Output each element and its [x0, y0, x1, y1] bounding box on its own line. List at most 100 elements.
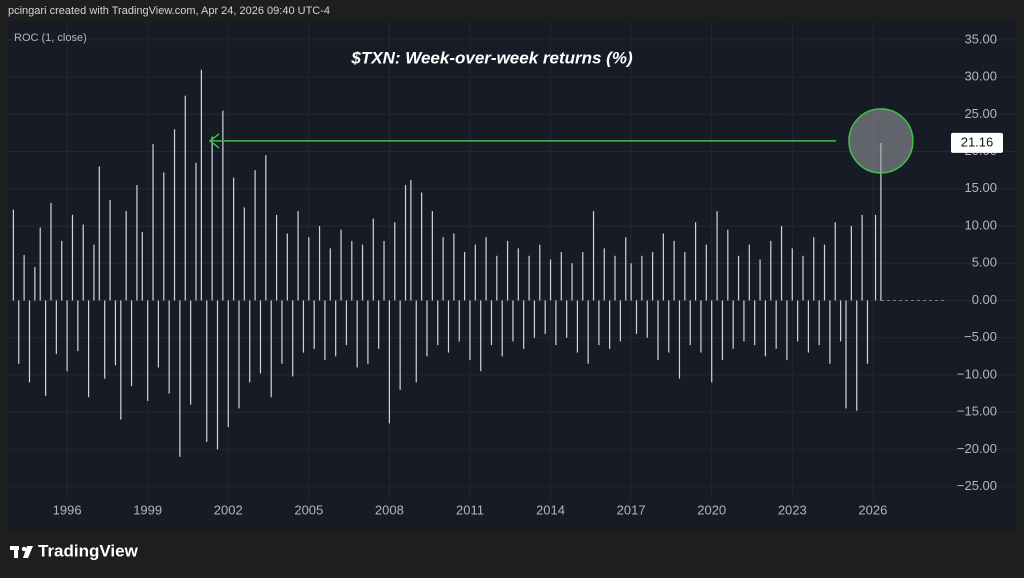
bar [431, 211, 433, 301]
bar [163, 172, 165, 301]
x-tick-label: 2017 [617, 502, 646, 517]
bar [61, 240, 63, 301]
header: pcingari created with TradingView.com, A… [8, 5, 330, 17]
bar [351, 240, 353, 301]
bar [850, 226, 852, 301]
bar [383, 240, 385, 301]
y-tick-label: 25.00 [964, 106, 997, 121]
bar [190, 300, 192, 405]
bar [861, 214, 863, 301]
bar [732, 300, 734, 349]
bar [662, 233, 664, 301]
bar [292, 300, 294, 377]
bar [147, 300, 149, 401]
bar [813, 237, 815, 301]
bar [743, 300, 745, 342]
bar [66, 300, 68, 372]
bar [625, 237, 627, 301]
bar [447, 300, 450, 353]
bar [286, 233, 288, 301]
y-tick-label: 10.00 [964, 217, 997, 232]
bar [641, 255, 643, 301]
bar [120, 300, 122, 420]
bar [555, 300, 557, 346]
bar [378, 300, 380, 349]
bar [367, 300, 369, 364]
bar [566, 300, 568, 338]
bar [517, 248, 519, 301]
bar [168, 300, 170, 394]
bar [711, 300, 713, 383]
bar [673, 240, 675, 301]
bar [807, 300, 809, 353]
bar [259, 300, 262, 374]
last-value-label: 21.16 [961, 134, 994, 149]
bar [195, 162, 197, 301]
x-tick-label: 2011 [456, 502, 484, 517]
brand: TradingView [38, 541, 139, 560]
bar [528, 255, 530, 301]
bar [549, 259, 552, 301]
bar [399, 300, 401, 390]
bar [560, 252, 562, 301]
y-tick-label: 0.00 [972, 292, 997, 307]
bar [829, 300, 831, 364]
y-tick-label: 5.00 [972, 255, 997, 270]
bar [136, 185, 138, 301]
bar [834, 222, 836, 301]
bar [533, 300, 536, 338]
bar [678, 300, 681, 379]
bar [874, 214, 877, 301]
bar [184, 95, 186, 301]
brand-logo [10, 546, 33, 558]
bar [614, 255, 616, 301]
bar [77, 300, 79, 352]
bar [206, 300, 208, 442]
bar [308, 237, 310, 301]
bar [249, 300, 251, 383]
bar [458, 300, 460, 342]
x-tick-label: 1996 [53, 502, 82, 517]
y-tick-label: −20.00 [957, 441, 997, 456]
bar [592, 211, 595, 301]
bar [652, 252, 654, 301]
bar [646, 300, 648, 338]
bar [598, 300, 600, 346]
bar [23, 255, 25, 301]
bar [421, 192, 423, 301]
bar [539, 244, 541, 301]
plot-panel [8, 22, 1016, 530]
bar [426, 300, 428, 357]
y-tick-label: −10.00 [957, 366, 997, 381]
bar [737, 255, 740, 301]
bar [297, 211, 299, 301]
bar [748, 244, 750, 301]
bar [39, 227, 41, 301]
bar [609, 300, 611, 349]
bar [152, 144, 154, 301]
bar [93, 244, 95, 301]
bar [34, 266, 36, 301]
bar [791, 248, 793, 301]
bar [603, 248, 605, 301]
bar [404, 185, 407, 301]
bar [200, 69, 202, 301]
bar [211, 136, 213, 301]
x-tick-label: 2008 [375, 502, 404, 517]
x-tick-label: 2002 [214, 502, 243, 517]
bar [243, 207, 245, 301]
bar [281, 300, 283, 364]
bar [453, 233, 455, 301]
bar [764, 300, 767, 357]
bar [179, 300, 181, 457]
bar [802, 255, 804, 301]
bar [254, 170, 256, 301]
bar [313, 300, 315, 349]
bar [442, 237, 444, 301]
chart-title: $TXN: Week-over-week returns (%) [350, 48, 633, 67]
bar [410, 179, 412, 301]
bar [114, 300, 117, 366]
bar [329, 248, 331, 301]
